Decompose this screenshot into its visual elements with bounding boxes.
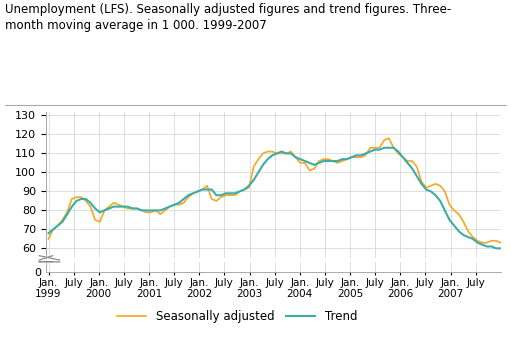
Trend <box>381 152 387 156</box>
Line: Seasonally adjusted: Seasonally adjusted <box>49 149 501 207</box>
Seasonally adjusted <box>74 179 80 184</box>
Seasonally adjusted <box>330 159 336 164</box>
Trend <box>493 207 499 211</box>
Seasonally adjusted <box>74 195 80 199</box>
Line: Seasonally adjusted: Seasonally adjusted <box>49 138 501 243</box>
Trend <box>381 146 387 150</box>
Trend <box>260 163 266 167</box>
Seasonally adjusted <box>83 199 89 203</box>
Trend <box>493 246 499 251</box>
Seasonally adjusted <box>260 151 266 156</box>
Trend <box>74 181 80 186</box>
Trend <box>330 159 336 163</box>
Seasonally adjusted <box>45 202 52 207</box>
Trend <box>395 154 401 158</box>
Trend <box>74 199 80 203</box>
Trend <box>498 246 504 251</box>
Seasonally adjusted <box>386 136 392 140</box>
Trend <box>83 197 89 201</box>
Seasonally adjusted <box>498 205 504 209</box>
Seasonally adjusted <box>395 155 401 159</box>
Seasonally adjusted <box>83 181 89 186</box>
Seasonally adjusted <box>395 151 401 156</box>
Legend: Seasonally adjusted, Trend: Seasonally adjusted, Trend <box>112 305 362 328</box>
Trend <box>297 157 304 161</box>
Trend <box>395 149 401 154</box>
Seasonally adjusted <box>297 161 304 165</box>
Seasonally adjusted <box>297 161 304 165</box>
Seasonally adjusted <box>479 205 485 209</box>
Line: Trend: Trend <box>49 154 501 209</box>
Trend <box>498 207 504 211</box>
Trend <box>45 231 52 235</box>
Trend <box>260 162 266 166</box>
Trend <box>330 159 336 164</box>
Seasonally adjusted <box>498 240 504 245</box>
Text: Unemployment (LFS). Seasonally adjusted figures and trend figures. Three-
month : Unemployment (LFS). Seasonally adjusted … <box>5 3 451 32</box>
Seasonally adjusted <box>330 159 336 163</box>
Seasonally adjusted <box>386 147 392 151</box>
Trend <box>297 158 304 163</box>
Line: Trend: Trend <box>49 148 501 248</box>
Trend <box>83 180 89 185</box>
Trend <box>45 199 52 203</box>
Seasonally adjusted <box>45 237 52 241</box>
Seasonally adjusted <box>260 155 266 159</box>
Seasonally adjusted <box>479 240 485 245</box>
